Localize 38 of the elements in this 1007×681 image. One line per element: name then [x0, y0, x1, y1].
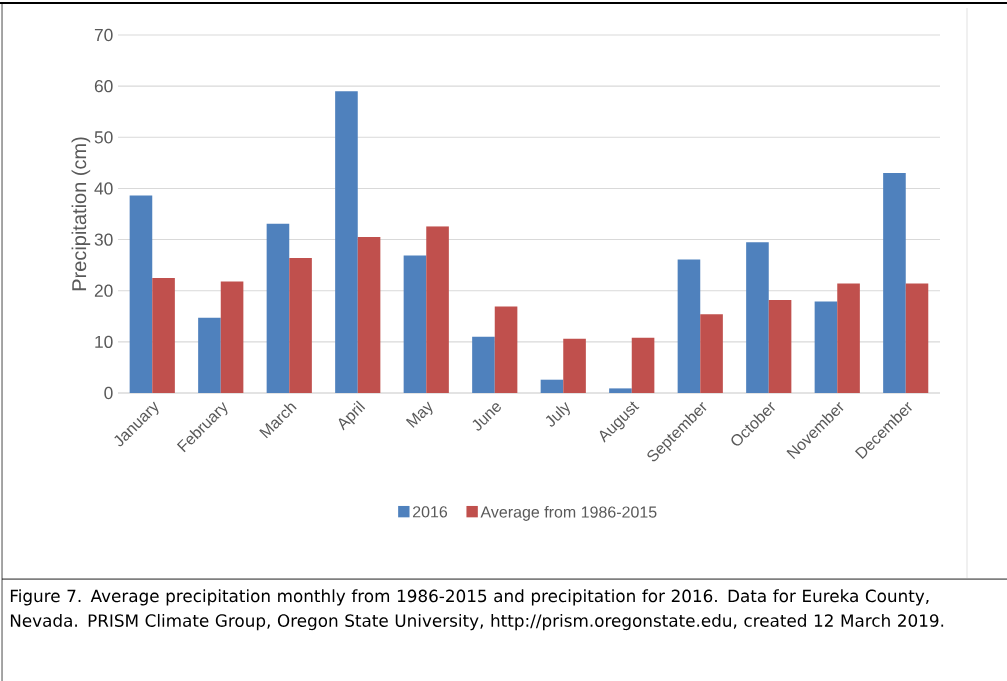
bar	[472, 336, 495, 393]
bar	[814, 301, 838, 393]
bar	[768, 299, 792, 393]
bar	[152, 277, 175, 393]
x-tick-label: May	[405, 401, 433, 428]
bar	[403, 255, 427, 393]
bar	[746, 242, 769, 393]
y-tick-label: 10	[95, 335, 113, 348]
y-tick-label: 30	[94, 233, 113, 246]
y-axis-title: Precipitation (cm)	[71, 137, 91, 291]
bar	[335, 91, 358, 393]
x-tick-label: July	[545, 401, 570, 427]
bar	[494, 306, 518, 393]
bar	[631, 337, 655, 393]
bar	[563, 338, 586, 393]
y-tick-label: 0	[104, 386, 113, 400]
y-tick-label: 70	[94, 28, 113, 42]
y-tick-label: 40	[94, 182, 113, 195]
bar	[357, 237, 381, 393]
bar	[540, 379, 564, 393]
bar	[426, 226, 449, 393]
caption: Figure 7. Average precipitation monthly from 1986-2015 and precipitation for 2016. Data for Eureka County, Nevada. PRISM Climate Group, Oregon State University, http://prism.oregonstate.edu, created 12 March 2019.	[10, 589, 944, 631]
bar	[677, 259, 701, 393]
bar	[905, 283, 929, 393]
bar	[883, 173, 906, 393]
bar	[837, 283, 860, 393]
bar	[220, 281, 244, 393]
bar	[700, 314, 723, 393]
bar	[198, 317, 221, 393]
bar	[129, 195, 153, 393]
legend-label: Average from 1986-2015	[480, 505, 657, 521]
bar	[289, 257, 312, 393]
legend-label: 2016	[412, 506, 448, 518]
y-tick-label: 20	[94, 284, 113, 297]
bar	[266, 223, 290, 393]
bar	[609, 388, 632, 393]
y-tick-label: 50	[94, 131, 113, 144]
y-tick-label: 60	[94, 80, 113, 93]
